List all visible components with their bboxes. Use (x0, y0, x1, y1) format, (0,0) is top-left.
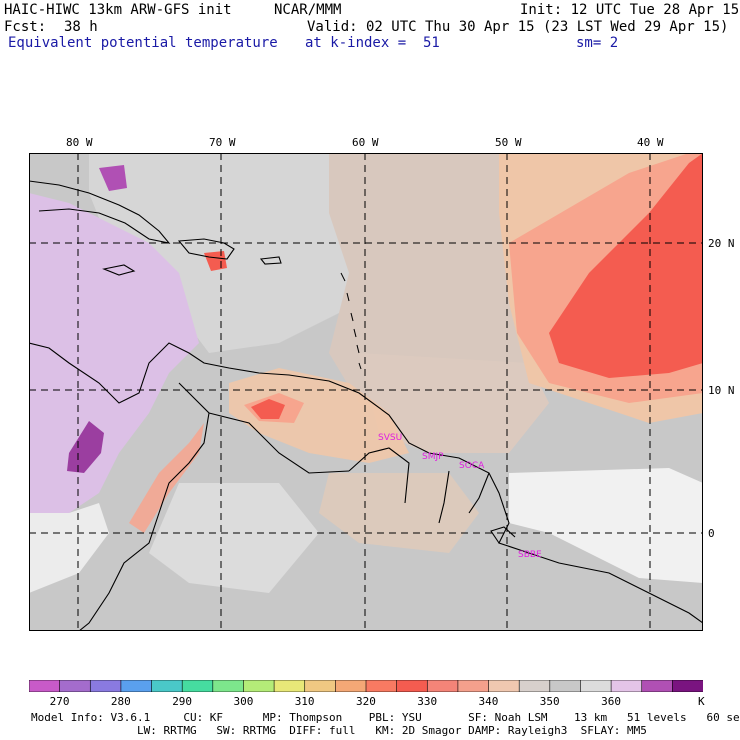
coastlines (29, 180, 703, 631)
colorbar-swatch (212, 680, 245, 692)
lon-label-50w: 50 W (495, 136, 522, 149)
colorbar-tick-label: 280 (110, 695, 131, 708)
colorbar-unit: K (698, 695, 705, 708)
colorbar-tick-label: 330 (417, 695, 438, 708)
field-lavender-west (29, 193, 199, 523)
graticule (29, 153, 703, 631)
colorbar-swatch (181, 680, 214, 692)
colorbar-swatch (59, 680, 92, 692)
fcst-label: Fcst: (4, 19, 47, 35)
field-white-inland (149, 483, 319, 593)
lon-label-60w: 60 W (352, 136, 379, 149)
colorbar-tick-label: 270 (49, 695, 70, 708)
smooth-label: sm= 2 (576, 35, 619, 51)
station-smjp: SMJP (422, 452, 444, 462)
colorbar-tick-label: 290 (172, 695, 193, 708)
field-peach-land (229, 368, 409, 463)
colorbar-swatch (89, 680, 122, 692)
colorbar-tick-label: 340 (478, 695, 499, 708)
colorbar-swatch (610, 680, 643, 692)
colorbar-tick-label: 360 (601, 695, 621, 708)
fcst-value: 38 h (64, 19, 98, 35)
field-red-land (251, 399, 285, 419)
lon-label-40w: 40 W (637, 136, 664, 149)
colorbar-swatch (120, 680, 153, 692)
colorbar-swatch (29, 680, 61, 692)
model-title: HAIC-HIWC 13km ARW-GFS init (4, 2, 232, 18)
colorbar (29, 680, 703, 692)
field-name: Equivalent potential temperature (8, 35, 278, 51)
island-arc (340, 272, 362, 370)
lon-label-80w: 80 W (66, 136, 93, 149)
org-label: NCAR/MMM (274, 2, 342, 18)
theta-e-map: SVSU SMJP SOCA SBBE (29, 153, 703, 631)
field-white-se (509, 468, 703, 583)
lat-label-20n: 20 N (708, 237, 735, 250)
colorbar-swatch (426, 680, 459, 692)
colorbar-tick-label: 310 (294, 695, 315, 708)
lon-label-70w: 70 W (209, 136, 236, 149)
valid-time: Valid: 02 UTC Thu 30 Apr 15 (23 LST Wed … (307, 19, 729, 35)
field-purple-north (99, 165, 127, 191)
field-tan-band (359, 353, 549, 453)
station-labels: SVSU SMJP SOCA SBBE (378, 433, 542, 560)
station-sbbe: SBBE (518, 550, 542, 560)
colorbar-swatch (580, 680, 612, 692)
field-salmon-ridge (129, 423, 204, 533)
colorbar-swatch (672, 680, 703, 692)
colorbar-swatch (396, 680, 429, 692)
colorbar-swatch (335, 680, 367, 692)
model-info-line1: Model Info: V3.6.1 CU: KF MP: Thompson P… (31, 711, 740, 724)
lat-label-10n: 10 N (708, 384, 735, 397)
level-label: at k-index = 51 (305, 35, 440, 51)
station-svsu: SVSU (378, 433, 402, 443)
field-white-west (29, 503, 109, 593)
colorbar-tick-label: 320 (356, 695, 376, 708)
colorbar-swatch (457, 680, 490, 692)
colorbar-swatch (549, 680, 582, 692)
field-purple-patch (67, 421, 104, 473)
colorbar-swatch (304, 680, 337, 692)
colorbar-swatch (518, 680, 551, 692)
colorbar-tick-label: 350 (539, 695, 560, 708)
colorbar-tick-label: 300 (233, 695, 254, 708)
init-time: Init: 12 UTC Tue 28 Apr 15 (520, 2, 740, 18)
lat-label-0: 0 (708, 527, 715, 540)
field-red-ne (549, 153, 703, 378)
station-soca: SOCA (459, 461, 485, 471)
colorbar-swatch (365, 680, 398, 692)
colorbar-swatch (151, 680, 183, 692)
colorbar-swatch (641, 680, 674, 692)
model-info-line2: LW: RRTMG SW: RRTMG DIFF: full KM: 2D Sm… (31, 724, 647, 737)
colorbar-swatch (488, 680, 520, 692)
colorbar-swatch (243, 680, 275, 692)
colorbar-swatch (273, 680, 306, 692)
